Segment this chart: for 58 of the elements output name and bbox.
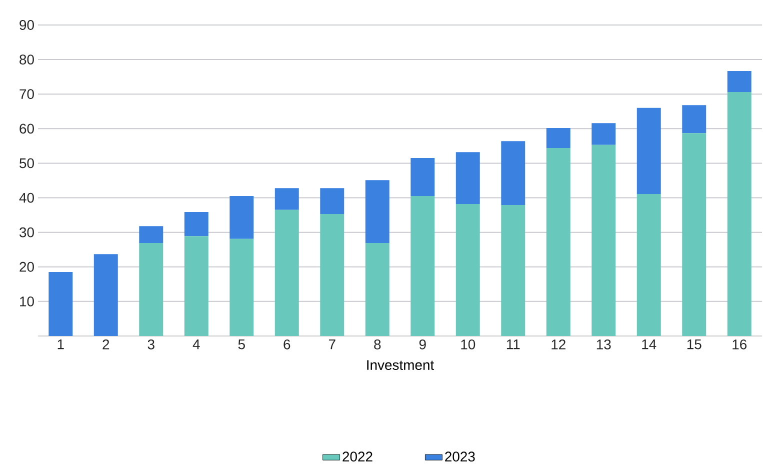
x-tick-label: 11 bbox=[506, 340, 520, 350]
y-tick-label: 70 bbox=[20, 89, 34, 100]
x-tick-label: 13 bbox=[596, 340, 611, 350]
bar bbox=[501, 205, 526, 336]
y-tick-label: 10 bbox=[20, 296, 34, 306]
bar bbox=[365, 180, 390, 244]
x-axis-title: Investment bbox=[367, 360, 434, 370]
bar bbox=[546, 128, 570, 148]
bar bbox=[727, 92, 752, 336]
bar bbox=[320, 214, 344, 336]
y-tick-label: 30 bbox=[20, 227, 34, 238]
bar bbox=[410, 196, 435, 336]
bar bbox=[48, 272, 73, 336]
bar bbox=[365, 243, 390, 336]
x-tick-label: 10 bbox=[461, 340, 476, 350]
x-tick-label: 16 bbox=[732, 340, 747, 350]
x-tick-label: 12 bbox=[552, 340, 566, 350]
y-tick-label: 20 bbox=[20, 262, 34, 272]
bar bbox=[139, 243, 164, 336]
bar bbox=[139, 226, 164, 244]
x-tick-label: 3 bbox=[148, 340, 154, 350]
x-tick-label: 14 bbox=[642, 340, 656, 350]
y-tick-label: 80 bbox=[20, 54, 34, 65]
legend-label: 2023 bbox=[445, 452, 475, 462]
bar bbox=[592, 144, 616, 336]
bar bbox=[94, 254, 118, 336]
x-tick-label: 1 bbox=[58, 340, 64, 350]
bar bbox=[682, 105, 706, 134]
bar bbox=[320, 188, 344, 214]
bar bbox=[682, 133, 706, 336]
bar bbox=[727, 71, 752, 92]
y-tick-label: 50 bbox=[20, 158, 34, 168]
y-tick-label: 60 bbox=[20, 124, 34, 134]
bar bbox=[592, 123, 616, 145]
bar bbox=[410, 158, 435, 196]
x-tick-label: 6 bbox=[284, 340, 290, 350]
bar bbox=[636, 194, 661, 336]
bar bbox=[636, 108, 661, 194]
legend-label: 2022 bbox=[342, 452, 372, 462]
bar bbox=[184, 236, 208, 336]
x-tick-label: 4 bbox=[192, 340, 200, 350]
x-tick-label: 8 bbox=[374, 340, 381, 350]
y-tick-label: 40 bbox=[19, 192, 34, 203]
x-tick-label: 15 bbox=[687, 340, 702, 350]
x-tick-label: 2 bbox=[102, 340, 110, 350]
bar bbox=[274, 210, 299, 336]
bar bbox=[546, 148, 570, 336]
x-tick-label: 5 bbox=[238, 340, 245, 350]
bar bbox=[456, 152, 480, 204]
bar bbox=[274, 188, 299, 210]
bar bbox=[456, 204, 480, 336]
x-tick-label: 7 bbox=[328, 340, 336, 350]
bar bbox=[230, 196, 254, 239]
bar bbox=[501, 141, 526, 206]
bar bbox=[230, 238, 254, 336]
y-tick-label: 90 bbox=[20, 20, 34, 30]
bar bbox=[184, 212, 208, 236]
x-tick-label: 9 bbox=[419, 340, 426, 350]
